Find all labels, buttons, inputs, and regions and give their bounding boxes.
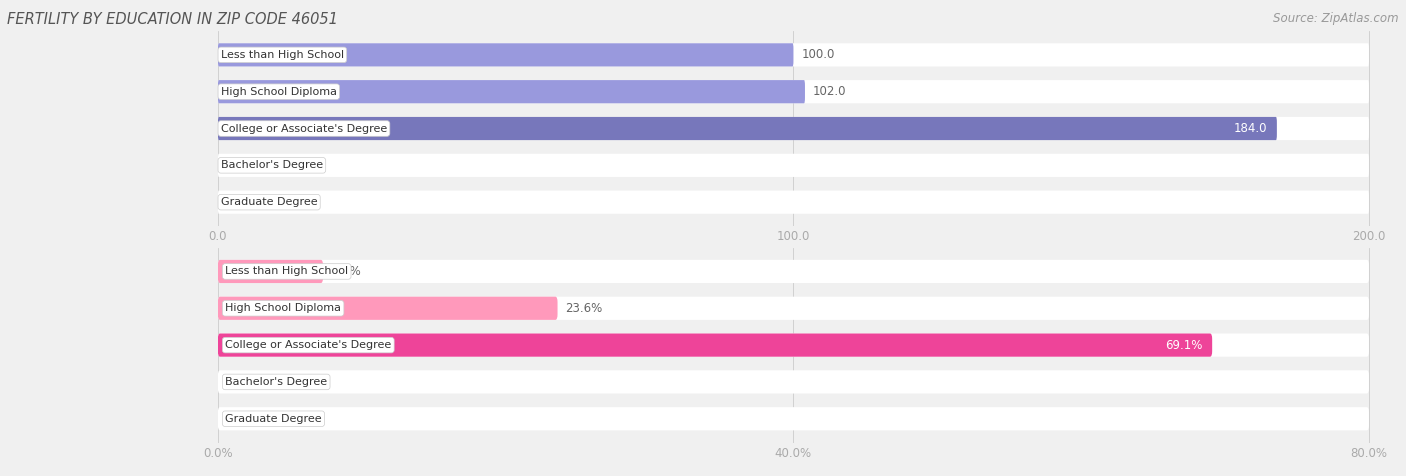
FancyBboxPatch shape bbox=[218, 190, 1369, 214]
FancyBboxPatch shape bbox=[218, 260, 323, 283]
Text: Bachelor's Degree: Bachelor's Degree bbox=[225, 377, 328, 387]
Text: Less than High School: Less than High School bbox=[221, 50, 344, 60]
Text: High School Diploma: High School Diploma bbox=[221, 87, 337, 97]
FancyBboxPatch shape bbox=[218, 297, 1369, 320]
Text: Bachelor's Degree: Bachelor's Degree bbox=[221, 160, 323, 170]
Text: 7.3%: 7.3% bbox=[330, 265, 361, 278]
Text: College or Associate's Degree: College or Associate's Degree bbox=[221, 123, 387, 134]
FancyBboxPatch shape bbox=[218, 297, 558, 320]
Text: 0.0: 0.0 bbox=[226, 159, 245, 172]
FancyBboxPatch shape bbox=[218, 260, 1369, 283]
FancyBboxPatch shape bbox=[218, 43, 793, 67]
FancyBboxPatch shape bbox=[218, 407, 1369, 430]
Text: Graduate Degree: Graduate Degree bbox=[225, 414, 322, 424]
Text: Source: ZipAtlas.com: Source: ZipAtlas.com bbox=[1274, 12, 1399, 25]
FancyBboxPatch shape bbox=[218, 334, 1369, 357]
Text: High School Diploma: High School Diploma bbox=[225, 303, 342, 313]
FancyBboxPatch shape bbox=[218, 80, 806, 103]
Text: 69.1%: 69.1% bbox=[1166, 338, 1204, 352]
FancyBboxPatch shape bbox=[218, 154, 1369, 177]
FancyBboxPatch shape bbox=[218, 43, 1369, 67]
Text: 0.0%: 0.0% bbox=[226, 412, 256, 425]
Text: 102.0: 102.0 bbox=[813, 85, 846, 98]
FancyBboxPatch shape bbox=[218, 80, 1369, 103]
FancyBboxPatch shape bbox=[218, 334, 1212, 357]
Text: 0.0: 0.0 bbox=[226, 196, 245, 208]
Text: Less than High School: Less than High School bbox=[225, 267, 349, 277]
FancyBboxPatch shape bbox=[218, 370, 1369, 394]
Text: 23.6%: 23.6% bbox=[565, 302, 603, 315]
Text: 100.0: 100.0 bbox=[801, 49, 835, 61]
Text: College or Associate's Degree: College or Associate's Degree bbox=[225, 340, 391, 350]
Text: 0.0%: 0.0% bbox=[226, 376, 256, 388]
Text: FERTILITY BY EDUCATION IN ZIP CODE 46051: FERTILITY BY EDUCATION IN ZIP CODE 46051 bbox=[7, 12, 337, 27]
Text: 184.0: 184.0 bbox=[1234, 122, 1268, 135]
FancyBboxPatch shape bbox=[218, 117, 1277, 140]
Text: Graduate Degree: Graduate Degree bbox=[221, 197, 318, 207]
FancyBboxPatch shape bbox=[218, 117, 1369, 140]
